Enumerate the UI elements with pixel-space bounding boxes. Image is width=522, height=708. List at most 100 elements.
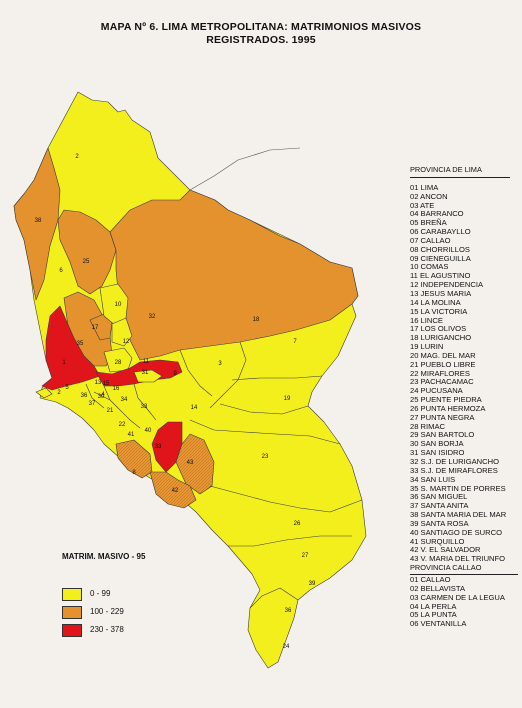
district-number-label: 31 [142,370,149,376]
district-number-label: 40 [145,428,152,434]
legend-row-high: 230 - 378 [62,624,212,637]
district-number-label: 34 [121,397,128,403]
district-list-item: 30 SAN BORJA [410,439,464,449]
district-list-item: 01 LIMA [410,182,439,192]
district-list-item: 06 VENTANILLA [410,619,467,629]
district-list-item: 39 SANTA ROSA [410,518,469,528]
district-number-label: 11 [143,359,150,365]
district-list-item: 04 LA PERLA [410,601,457,611]
legend-range-high: 230 - 378 [90,625,124,634]
district-number-label: 3 [218,361,222,367]
district-list-item: 18 LURIGANCHO [410,333,472,343]
district-list-item: 22 MIRAFLORES [410,368,470,378]
district-list-item: 24 PUCUSANA [410,386,463,396]
district-8 [115,439,153,479]
district-12 [111,317,133,347]
district-red-west [41,305,101,391]
district-list-item: 35 S. MARTIN DE PORRES [410,483,506,493]
district-25 [57,209,117,295]
district-number-label: 7 [293,339,297,345]
district-number-label: 36 [285,608,292,614]
district-list: PROVINCIA DE LIMA 01 LIMA 02 ANCON 03 ATE 0… [410,165,522,629]
district-list-item: 02 ANCON [410,191,448,201]
district-list-item: 33 S.J. DE MIRAFLORES [410,465,498,475]
district-38 [13,147,61,301]
district-list-item: 13 JESUS MARIA [410,288,472,298]
district-number-label: 39 [309,581,316,587]
district-number-label: 15 [103,381,110,387]
legend-row-mid: 100 - 229 [62,606,212,619]
district-list-item: 32 S.J. DE LURIGANCHO [410,457,500,466]
district-list-item: 09 CIENEGUILLA [410,253,471,263]
district-list-item: 03 ATE [410,200,435,210]
divider [410,573,518,575]
legend-range-low: 0 - 99 [90,589,111,598]
district-number-label: 16 [113,386,120,392]
district-number-label: 8 [132,470,136,476]
district-number-label: 19 [284,396,291,402]
district-17 [89,313,113,341]
district-number-label: 2 [57,390,61,396]
district-number-label: 14 [191,405,198,411]
district-list-item: 23 PACHACAMAC [410,377,474,387]
district-number-label: 27 [302,553,309,559]
district-list-item: 07 CALLAO [410,235,451,245]
district-number-label: 12 [123,339,130,345]
district-number-label: 33 [155,444,162,450]
district-number-label: 41 [128,432,135,438]
district-list-item: 29 SAN BARTOLO [410,430,475,440]
district-list-item: 05 LA PUNTA [410,610,457,620]
district-list-item: 31 SAN ISIDRO [410,448,465,458]
district-list-item: 04 BARRANCO [410,209,464,219]
legend-row-low: 0 - 99 [62,588,212,601]
provincia-callao-header: PROVINCIA CALLAO [410,563,482,573]
district-list-item: 28 RIMAC [410,421,446,431]
district-number-label: 28 [115,360,122,366]
map-title-line2: REGISTRADOS. 1995 [206,34,316,46]
district-number-label: 22 [119,422,126,428]
district-list-item: 10 COMAS [410,262,449,272]
divider [410,176,510,178]
district-31 [133,369,163,383]
district-list-item: 25 PUENTE PIEDRA [410,395,482,405]
district-number-label: 35 [77,341,84,347]
district-number-label: 17 [92,325,99,331]
district-number-label: 6 [59,268,63,274]
district-number-label: 4 [101,392,105,398]
provincia-lima-header: PROVINCIA DE LIMA [410,165,482,174]
legend: MATRIM. MASIVO - 95 0 - 99 100 - 229 230… [62,552,212,637]
provincia-lima-list: 01 LIMA 02 ANCON 03 ATE 04 BARRANCO 05 BREÑA… [410,182,522,564]
district-list-item: 11 EL AGUSTINO [410,271,471,281]
district-number-label: 21 [107,408,114,414]
district-number-label: 36 [81,393,88,399]
legend-range-mid: 100 - 229 [90,607,124,616]
district-list-item: 42 V. EL SALVADOR [410,545,481,555]
map-title: MAPA Nº 6. LIMA METROPOLITANA: MATRIMONI… [0,21,522,47]
district-number-label: 33 [141,404,148,410]
district-list-item: 21 PUEBLO LIBRE [410,359,476,369]
district-list-item: 16 LINCE [410,315,443,325]
district-list-item: 12 INDEPENDENCIA [410,280,484,290]
district-list-item: 14 LA MOLINA [410,297,461,307]
provincia-callao-list: 01 CALLAO 02 BELLAVISTA 03 CARMEN DE LA LE… [410,575,522,629]
district-list-item: 36 SAN MIGUEL [410,492,468,502]
district-list-item: 08 CHORRILLOS [410,244,470,254]
district-number-label: 1 [62,360,66,366]
district-list-item: 06 CARABAYLLO [410,227,471,237]
district-list-item: 19 LURIN [410,342,444,352]
district-number-label: 9 [173,371,177,377]
district-callao-tip [35,387,53,399]
district-list-item: 41 SURQUILLO [410,536,465,546]
district-list-item: 15 LA VICTORIA [410,306,468,316]
legend-swatch-red [62,624,82,637]
district-number-label: 26 [294,521,301,527]
district-list-item: 02 BELLAVISTA [410,583,466,593]
district-number-label: 38 [35,218,42,224]
district-number-label: 2 [75,154,79,160]
district-42 [149,471,197,509]
district-number-label: 24 [283,644,290,650]
district-list-item: 40 SANTIAGO DE SURCO [410,527,502,537]
district-list-item: 27 PUNTA NEGRA [410,412,475,422]
legend-swatch-yellow [62,588,82,601]
